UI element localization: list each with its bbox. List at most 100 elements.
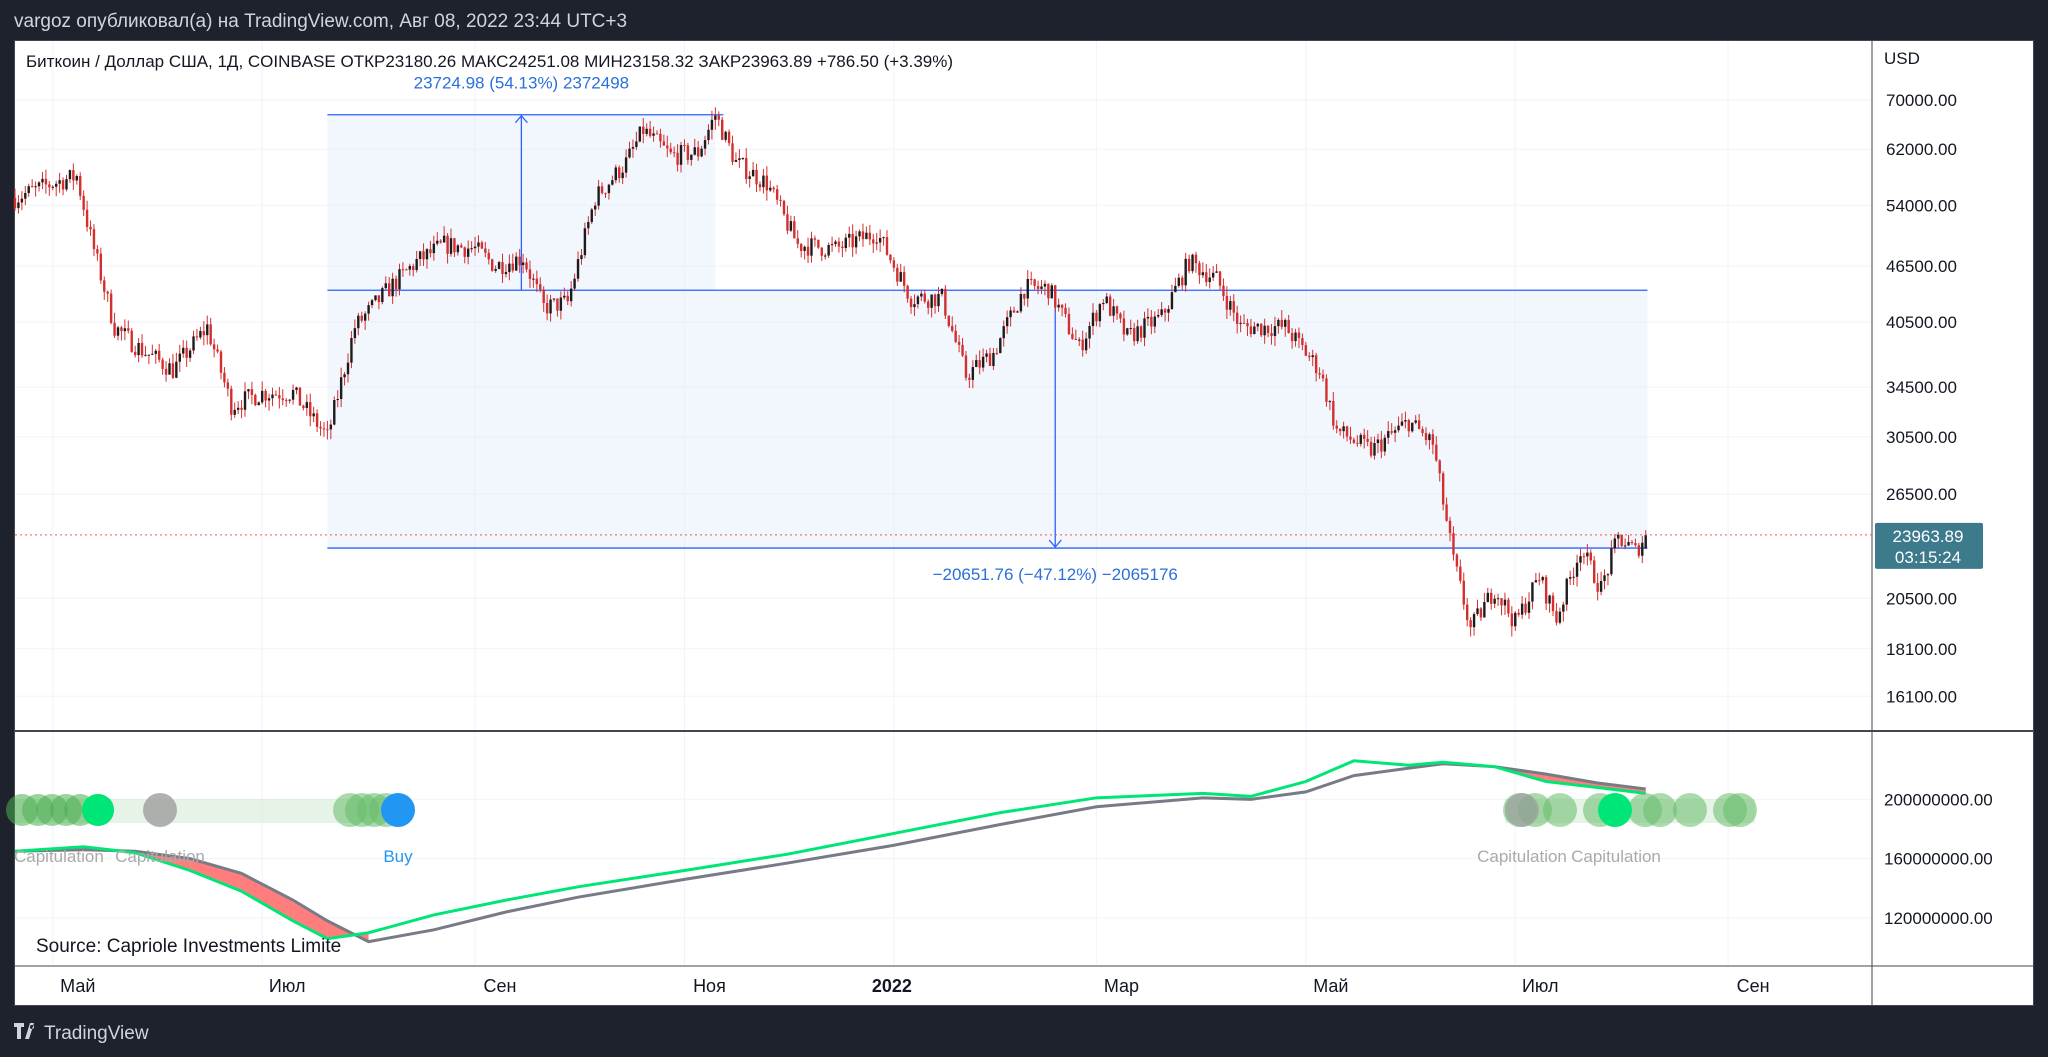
candle	[841, 241, 844, 258]
candle	[188, 348, 192, 362]
candle	[319, 421, 322, 436]
candle-body	[1438, 460, 1441, 474]
candle-body	[1373, 443, 1376, 456]
candle	[1242, 314, 1246, 324]
candle	[878, 229, 882, 252]
candle	[1102, 298, 1105, 311]
candle	[525, 257, 528, 273]
candle-body	[1342, 426, 1345, 432]
time-tick-label: Ноя	[693, 976, 726, 996]
candle	[1538, 572, 1541, 586]
candle-body	[436, 240, 439, 244]
candle	[803, 245, 806, 260]
candle-body	[274, 394, 278, 396]
candle	[504, 264, 508, 278]
tradingview-brand[interactable]: TradingView	[14, 1022, 149, 1045]
candle-body	[556, 298, 559, 311]
candle	[1012, 306, 1016, 313]
candle	[199, 326, 202, 340]
candle-body	[1215, 271, 1218, 273]
signal-label-capitulation: Capitulation	[115, 847, 205, 866]
candle	[353, 319, 357, 344]
candle-body	[559, 297, 563, 311]
candle-body	[1043, 283, 1047, 287]
candle	[545, 294, 549, 321]
candle	[1112, 298, 1115, 323]
candle	[1366, 430, 1369, 447]
candle-body	[1562, 604, 1565, 612]
candle	[518, 249, 521, 273]
candle-body	[322, 428, 326, 430]
candle	[611, 175, 614, 186]
candle	[868, 225, 872, 246]
candle-body	[17, 202, 20, 209]
price-tick-label: 20500.00	[1886, 589, 1957, 608]
candle-body	[360, 315, 363, 321]
candle-body	[429, 249, 432, 254]
candle	[1260, 323, 1263, 338]
candle-body	[212, 344, 216, 350]
buy-signal-circle[interactable]	[381, 793, 415, 827]
candle-body	[669, 148, 672, 153]
candle-body	[460, 245, 463, 248]
candle	[1222, 278, 1225, 301]
signal-circle	[1643, 793, 1677, 827]
candle-body	[806, 246, 810, 256]
candle-body	[892, 260, 896, 268]
candle	[391, 272, 394, 304]
candle-body	[1500, 598, 1503, 606]
candle-body	[333, 400, 336, 425]
candle-body	[1531, 582, 1534, 602]
candle-body	[1016, 311, 1019, 313]
candle-body	[796, 238, 799, 244]
signal-markers	[6, 793, 1757, 827]
candle-body	[497, 262, 501, 269]
candle-body	[951, 326, 954, 331]
candle	[1393, 426, 1397, 443]
candle	[336, 390, 339, 408]
candle	[1191, 253, 1194, 274]
candle	[27, 183, 30, 197]
slow-hashrate-line	[14, 762, 1646, 944]
candle	[92, 224, 96, 257]
candle-body	[830, 244, 834, 246]
candle	[1177, 273, 1181, 288]
candle-body	[1510, 613, 1514, 627]
candle-body	[1493, 598, 1496, 604]
last-price-badge[interactable]	[1875, 522, 1983, 569]
candle-body	[848, 233, 851, 238]
candle	[1143, 311, 1146, 347]
candle-body	[157, 350, 161, 360]
tradingview-brand-label: TradingView	[44, 1022, 149, 1044]
candle	[1531, 582, 1534, 610]
candle	[714, 107, 717, 130]
candle-body	[418, 251, 422, 259]
candle-body	[940, 288, 944, 295]
candle	[961, 337, 964, 358]
candle	[820, 247, 823, 262]
candle	[1253, 321, 1256, 335]
candle	[1627, 534, 1630, 546]
candle-body	[288, 399, 291, 401]
candle	[1407, 418, 1411, 437]
candle	[944, 285, 947, 319]
candle	[1445, 497, 1448, 522]
candle	[631, 139, 635, 158]
candle-body	[700, 148, 703, 157]
candle	[1208, 268, 1211, 289]
candle-body	[1005, 317, 1009, 327]
candle	[1009, 306, 1012, 327]
price-tick-label: 62000.00	[1886, 140, 1957, 159]
candle	[140, 334, 144, 358]
candle-body	[446, 235, 449, 254]
candle	[24, 186, 27, 206]
candle	[1284, 318, 1287, 337]
candle	[41, 171, 44, 190]
candle-body	[453, 238, 456, 253]
candle-body	[854, 236, 858, 248]
candle-body	[1431, 434, 1435, 445]
candle-body	[1108, 296, 1112, 316]
candle-body	[137, 342, 140, 356]
candle	[1016, 310, 1019, 313]
